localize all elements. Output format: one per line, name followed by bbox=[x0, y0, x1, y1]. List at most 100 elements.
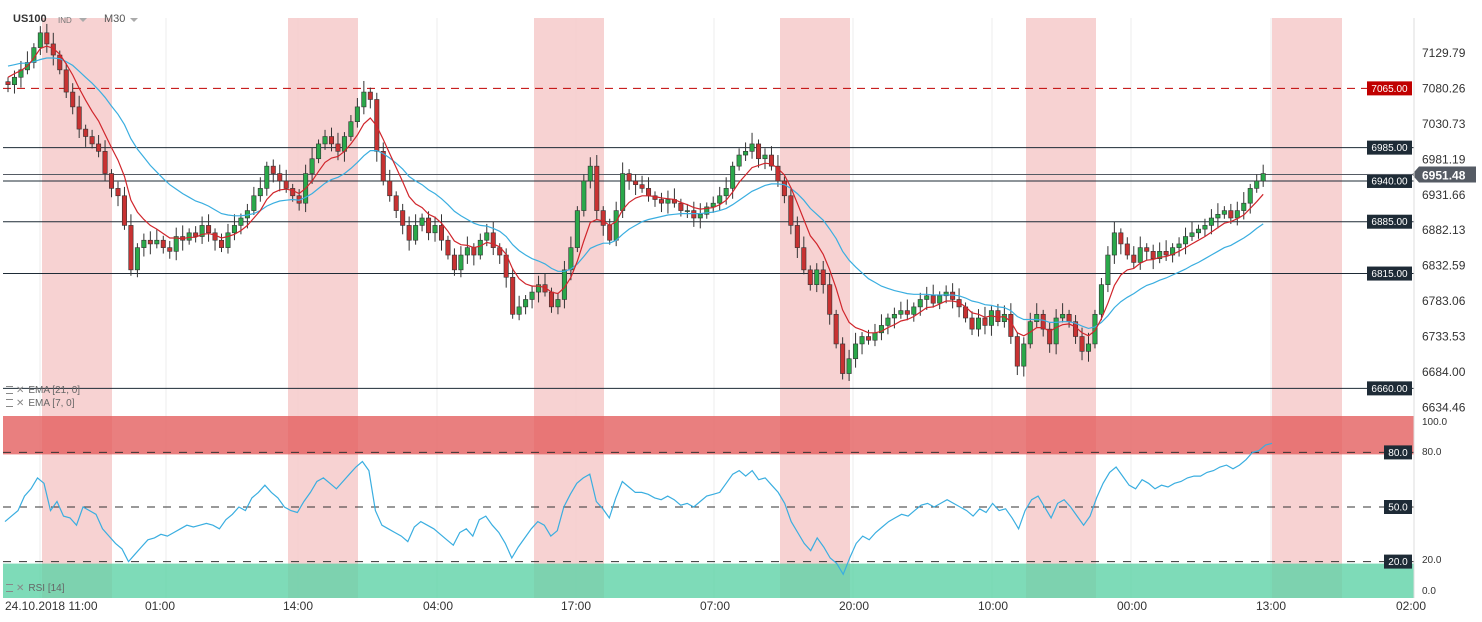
candle-body bbox=[1085, 343, 1091, 352]
candle-body bbox=[173, 236, 179, 252]
rsi-level-label-20.0: 20.0 bbox=[1388, 557, 1408, 568]
level-tag-6815.00 bbox=[1367, 266, 1412, 281]
ema7-indicator-label[interactable]: ✕ EMA [7, 0] bbox=[6, 398, 75, 409]
candle-body bbox=[109, 173, 115, 189]
candle-body bbox=[219, 239, 225, 248]
price-tick-label: 6783.06 bbox=[1422, 294, 1466, 308]
timeframe-chevron-down-icon[interactable] bbox=[130, 18, 138, 22]
candle-body bbox=[115, 188, 121, 197]
candle-body bbox=[1241, 202, 1247, 211]
time-tick-label: 13:00 bbox=[1256, 599, 1286, 613]
candle-body bbox=[756, 143, 762, 160]
candle-body bbox=[833, 313, 839, 345]
rsi-overbought-zone bbox=[3, 416, 1414, 455]
rsi-indicator-label[interactable]: ✕ RSI [14] bbox=[6, 583, 65, 594]
candle-body bbox=[1118, 232, 1124, 245]
candle-body bbox=[794, 225, 800, 248]
ema21-indicator-label[interactable]: ✕ EMA [21, 0] bbox=[6, 385, 80, 396]
candle-body bbox=[749, 143, 755, 152]
candle-body bbox=[1124, 243, 1130, 256]
candle-body bbox=[11, 76, 17, 85]
candle-body bbox=[438, 225, 444, 241]
candle-body bbox=[613, 210, 619, 241]
candle-body bbox=[76, 106, 82, 130]
candle-body bbox=[814, 269, 820, 285]
candle-body bbox=[691, 210, 697, 219]
candle-body bbox=[464, 247, 470, 256]
candle-body bbox=[652, 195, 658, 200]
indicator-icon[interactable] bbox=[6, 386, 13, 395]
time-tick-label: 07:00 bbox=[700, 599, 730, 613]
candle-body bbox=[995, 310, 1001, 323]
candle-body bbox=[853, 343, 859, 360]
candle-body bbox=[283, 180, 289, 189]
rsi-level-label-80.0: 80.0 bbox=[1388, 448, 1408, 459]
price-tick-label: 7030.73 bbox=[1422, 117, 1466, 131]
candle-body bbox=[678, 202, 684, 211]
candle-body bbox=[697, 213, 703, 219]
candle-body bbox=[290, 188, 296, 197]
candle-body bbox=[982, 317, 988, 326]
candle-body bbox=[1228, 210, 1234, 219]
level-tag-6885.00 bbox=[1367, 214, 1412, 229]
level-label-6885.00: 6885.00 bbox=[1371, 217, 1408, 228]
candle-body bbox=[406, 225, 412, 241]
candle-body bbox=[710, 202, 716, 208]
candle-body bbox=[264, 165, 270, 189]
timeframe-label[interactable]: M30 bbox=[104, 13, 126, 25]
close-icon[interactable]: ✕ bbox=[16, 583, 25, 594]
candle-body bbox=[37, 32, 43, 48]
candle-body bbox=[846, 358, 852, 374]
candle-body bbox=[238, 217, 244, 226]
ema21-text: EMA [21, 0] bbox=[28, 385, 81, 396]
rsi-level-tag-20.0 bbox=[1384, 554, 1412, 569]
candle-body bbox=[348, 121, 354, 137]
candle-body bbox=[510, 276, 516, 315]
candle-body bbox=[801, 247, 807, 271]
candle-body bbox=[186, 232, 192, 241]
candle-body bbox=[1060, 313, 1066, 319]
candle-body bbox=[316, 143, 322, 160]
candle-body bbox=[128, 225, 134, 271]
price-tick-label: 6931.66 bbox=[1422, 188, 1466, 202]
candle-body bbox=[484, 232, 490, 241]
candle-body bbox=[419, 217, 425, 226]
candle-body bbox=[471, 247, 477, 256]
close-icon[interactable]: ✕ bbox=[16, 385, 25, 396]
rsi-level-label-50.0: 50.0 bbox=[1388, 503, 1408, 514]
candle-body bbox=[1014, 336, 1020, 367]
candle-body bbox=[568, 247, 574, 271]
candle-body bbox=[827, 284, 833, 315]
close-icon[interactable]: ✕ bbox=[16, 398, 25, 409]
candle-body bbox=[516, 306, 522, 315]
candle-body bbox=[1040, 313, 1046, 330]
candle-body bbox=[911, 306, 917, 315]
candle-body bbox=[154, 239, 160, 245]
indicator-icon[interactable] bbox=[6, 399, 13, 408]
rsi-tick-label: 0.0 bbox=[1422, 586, 1436, 597]
candle-body bbox=[1176, 243, 1182, 248]
candle-body bbox=[141, 239, 147, 248]
candle-body bbox=[231, 225, 237, 234]
symbol-chevron-down-icon[interactable] bbox=[79, 18, 87, 22]
instrument-type-label[interactable]: IND bbox=[58, 16, 72, 25]
candle-body bbox=[743, 151, 749, 156]
candle-body bbox=[1047, 328, 1053, 345]
candle-body bbox=[807, 269, 813, 285]
candle-body bbox=[684, 210, 690, 212]
rsi-level-tag-80.0 bbox=[1384, 445, 1412, 460]
time-tick-label: 04:00 bbox=[423, 599, 453, 613]
price-tick-label: 6981.19 bbox=[1422, 152, 1466, 166]
candle-body bbox=[322, 136, 328, 145]
candle-body bbox=[1079, 336, 1085, 352]
symbol-label[interactable]: US100 bbox=[13, 13, 47, 25]
candle-body bbox=[445, 239, 451, 256]
candle-body bbox=[523, 299, 529, 308]
indicator-icon[interactable] bbox=[6, 584, 13, 593]
candle-body bbox=[1221, 210, 1227, 215]
level-label-6940.00: 6940.00 bbox=[1371, 176, 1408, 187]
candle-body bbox=[607, 225, 613, 241]
session-shade-1 bbox=[288, 18, 358, 598]
candle-body bbox=[1208, 217, 1214, 226]
